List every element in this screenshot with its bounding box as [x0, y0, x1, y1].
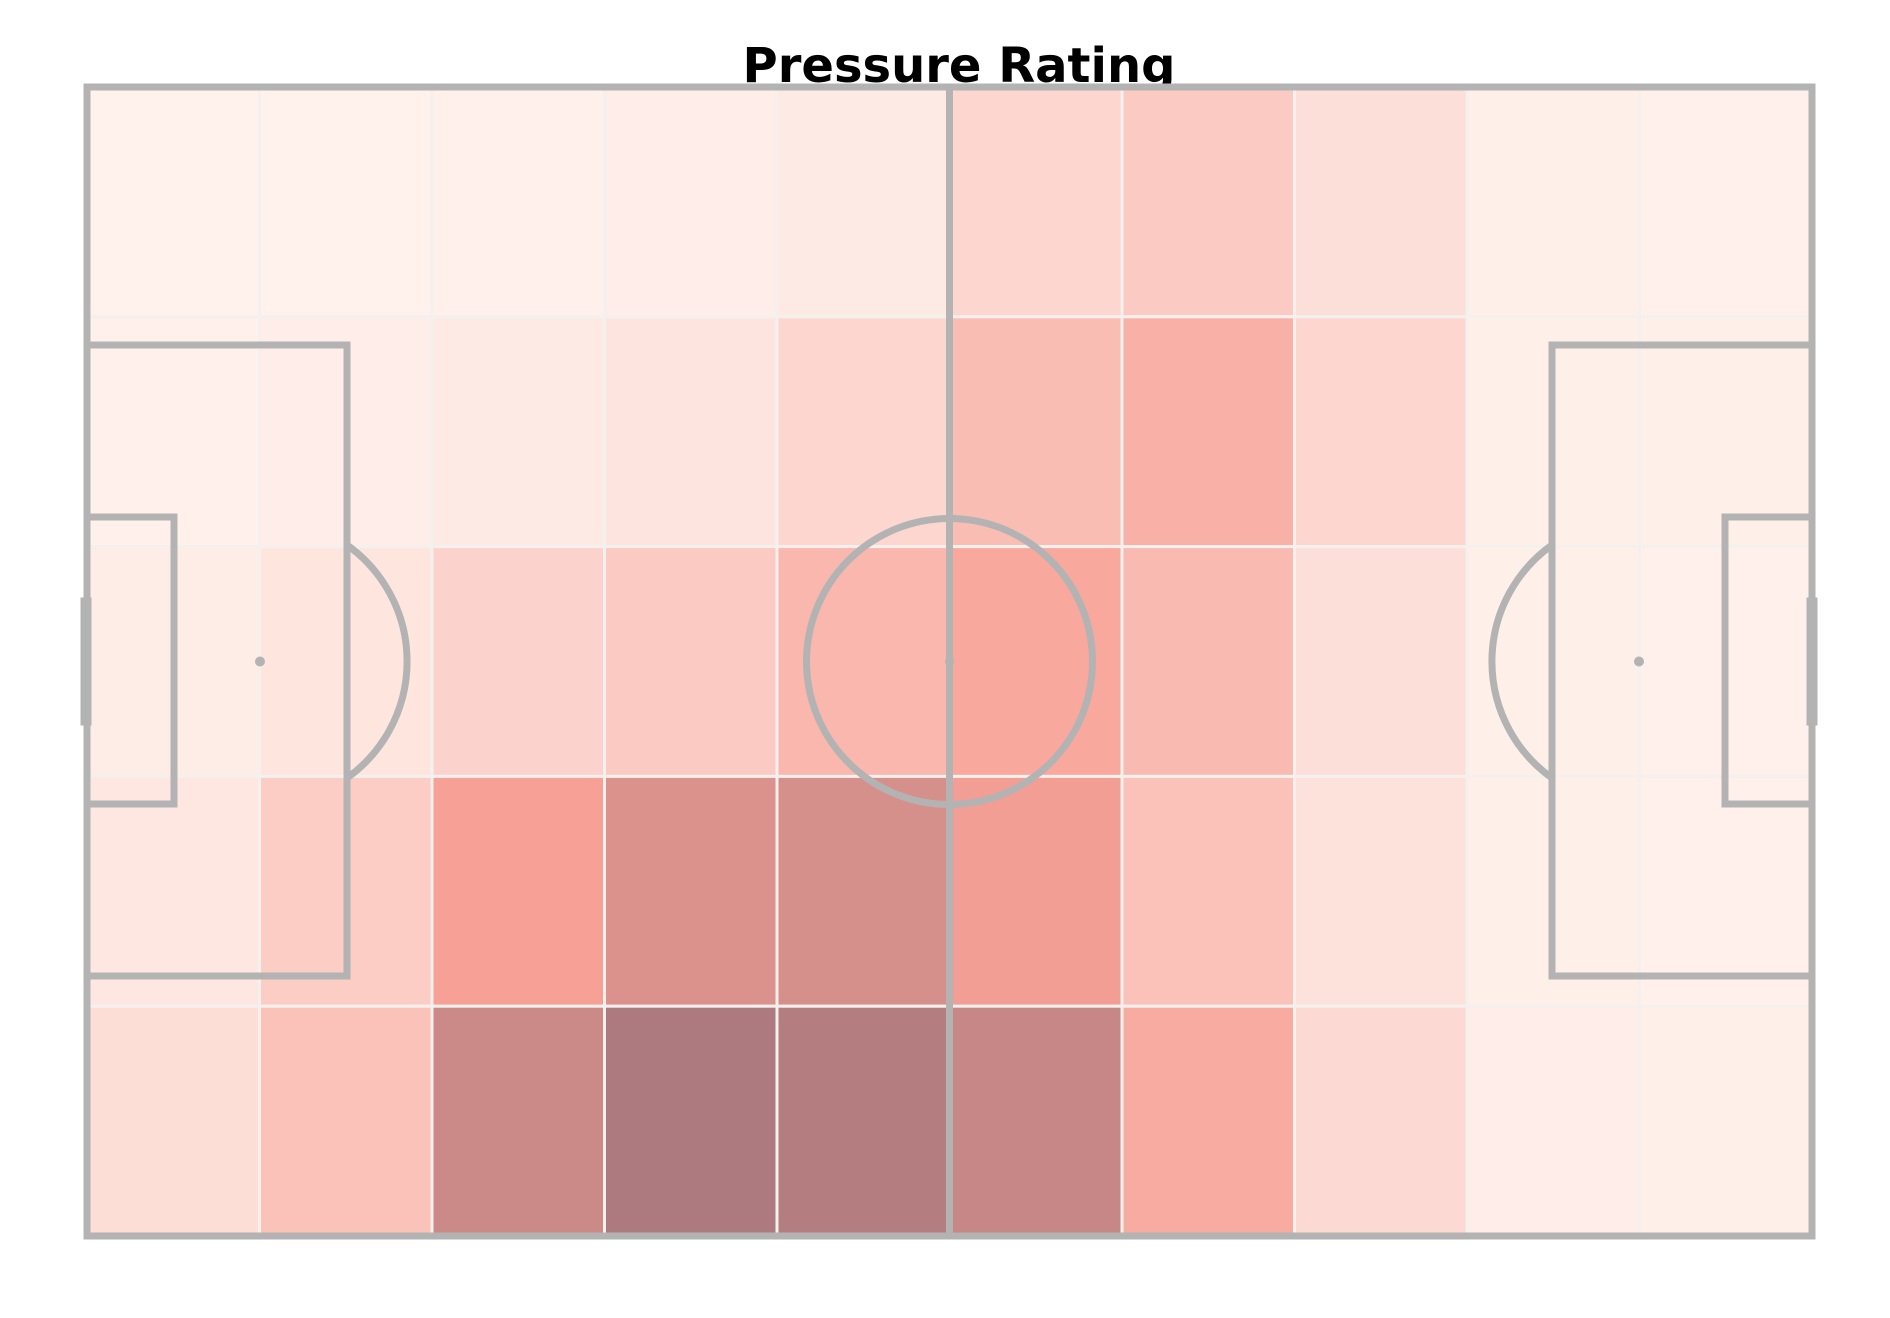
heatmap-cell-r4-c5: [775, 774, 951, 1008]
heatmap-cell-r5-c2: [258, 1004, 434, 1238]
heatmap-cell-r5-c10: [1638, 1004, 1814, 1238]
heatmap-cell-r5-c1: [85, 1004, 261, 1238]
heatmap-cell-r2-c1: [85, 315, 261, 549]
heatmap-cell-r5-c8: [1293, 1004, 1469, 1238]
left-penalty-spot: [255, 656, 265, 667]
pitch-markings: [80, 83, 1818, 1240]
heatmap-cells: [85, 85, 1814, 1238]
heatmap-cell-r2-c4: [603, 315, 779, 549]
heatmap-cell-r4-c4: [603, 774, 779, 1008]
heatmap-cell-r2-c5: [775, 315, 951, 549]
heatmap-cell-r3-c4: [603, 545, 779, 778]
heatmap-cell-r3-c3: [430, 545, 606, 778]
heatmap-cell-r5-c7: [1120, 1004, 1296, 1238]
heatmap-cell-r1-c9: [1465, 85, 1641, 319]
heatmap-cell-r5-c5: [775, 1004, 951, 1238]
heatmap-cell-r2-c10: [1638, 315, 1814, 549]
heatmap-cell-r2-c3: [430, 315, 606, 549]
heatmap-cell-r3-c6: [948, 545, 1124, 778]
right-goal: [1806, 597, 1818, 726]
heatmap-cell-r1-c6: [948, 85, 1124, 319]
heatmap-cell-r5-c9: [1465, 1004, 1641, 1238]
heatmap-cell-r1-c4: [603, 85, 779, 319]
heatmap-cell-r5-c4: [603, 1004, 779, 1238]
heatmap-cell-r5-c6: [948, 1004, 1124, 1238]
heatmap-cell-r3-c5: [775, 545, 951, 778]
heatmap-cell-r4-c7: [1120, 774, 1296, 1008]
heatmap-cell-r2-c6: [948, 315, 1124, 549]
heatmap-cell-r1-c5: [775, 85, 951, 319]
heatmap-cell-r1-c3: [430, 85, 606, 319]
heatmap-cell-r2-c8: [1293, 315, 1469, 549]
heatmap-cell-r3-c7: [1120, 545, 1296, 778]
heatmap-cell-r1-c2: [258, 85, 434, 319]
heatmap-cell-r2-c7: [1120, 315, 1296, 549]
right-penalty-arc: [1488, 542, 1555, 781]
heatmap-cell-r4-c10: [1638, 774, 1814, 1008]
right-penalty-spot: [1634, 656, 1644, 667]
heatmap-cell-r1-c10: [1638, 85, 1814, 319]
heatmap-cell-r3-c8: [1293, 545, 1469, 778]
center-circle: [803, 515, 1096, 808]
heatmap-cell-r1-c8: [1293, 85, 1469, 319]
heatmap-cell-r1-c1: [85, 85, 261, 319]
center-spot: [945, 657, 954, 666]
left-goal: [80, 597, 92, 726]
left-penalty-arc: [344, 542, 411, 781]
heatmap-cell-r4-c1: [85, 774, 261, 1008]
heatmap-cell-r4-c6: [948, 774, 1124, 1008]
heatmap-cell-r4-c3: [430, 774, 606, 1008]
heatmap-cell-r5-c3: [430, 1004, 606, 1238]
heatmap-cell-r1-c7: [1120, 85, 1296, 319]
heatmap-cell-r4-c8: [1293, 774, 1469, 1008]
